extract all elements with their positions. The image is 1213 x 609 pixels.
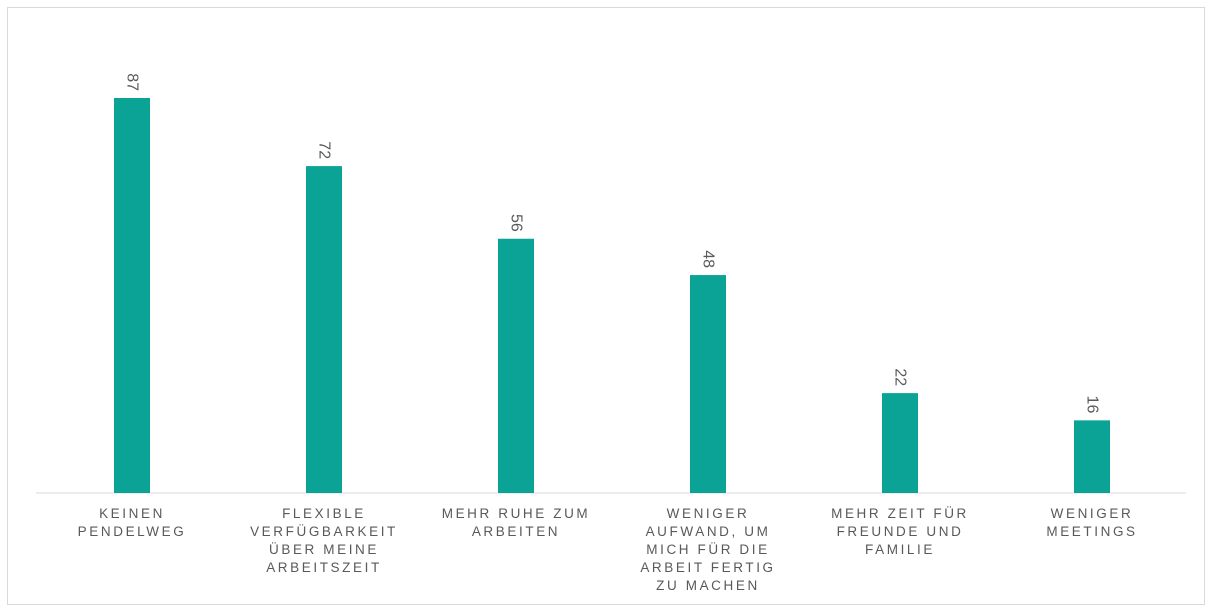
category-label: PENDELWEG <box>78 524 187 539</box>
category-label: FREUNDE UND <box>837 524 964 539</box>
category-label: ARBEITSZEIT <box>266 560 382 575</box>
data-label: 48 <box>700 250 717 268</box>
category-label: WENIGER <box>1051 506 1134 521</box>
data-label: 87 <box>124 73 141 91</box>
data-label: 22 <box>892 368 909 386</box>
category-label: FAMILIE <box>865 542 935 557</box>
data-label: 56 <box>508 214 525 232</box>
bar <box>1074 420 1110 493</box>
bar <box>498 238 534 493</box>
category-label: MEHR ZEIT FÜR <box>831 506 969 521</box>
category-label: FLEXIBLE <box>282 506 366 521</box>
bar <box>882 393 918 493</box>
category-label: MICH FÜR DIE <box>646 542 769 557</box>
category-label: ARBEIT FERTIG <box>640 560 775 575</box>
bar <box>114 98 150 493</box>
category-label: MEETINGS <box>1046 524 1137 539</box>
category-label: ARBEITEN <box>472 524 560 539</box>
bar <box>690 275 726 493</box>
category-label: ÜBER MEINE <box>269 542 379 557</box>
category-label: ZU MACHEN <box>656 578 760 593</box>
data-label: 72 <box>316 141 333 159</box>
category-label: KEINEN <box>99 506 165 521</box>
data-label: 16 <box>1084 396 1101 414</box>
category-label: MEHR RUHE ZUM <box>442 506 591 521</box>
chart-frame <box>7 7 1205 605</box>
category-label: AUFWAND, UM <box>646 524 771 539</box>
bar <box>306 166 342 493</box>
category-label: WENIGER <box>667 506 750 521</box>
category-label: VERFÜGBARKEIT <box>250 524 398 539</box>
